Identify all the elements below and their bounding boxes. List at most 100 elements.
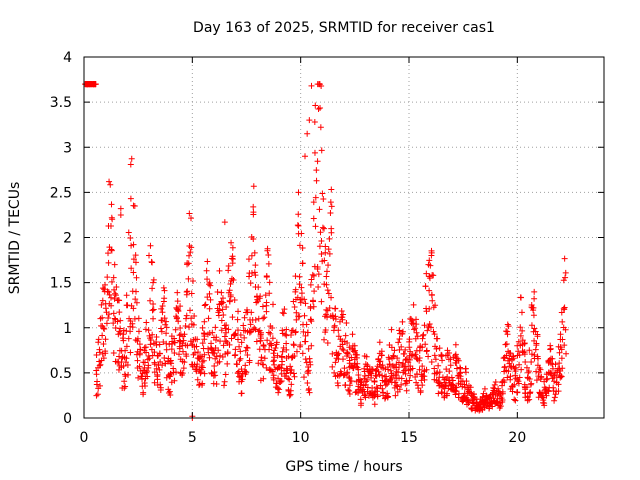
data-point [260, 341, 267, 348]
data-point [111, 295, 118, 302]
data-point [199, 364, 206, 371]
data-point [252, 272, 259, 279]
data-point [427, 262, 434, 269]
data-point [225, 263, 232, 270]
data-point [501, 379, 508, 386]
data-point [426, 273, 433, 280]
data-point [216, 301, 223, 308]
data-point [371, 391, 378, 398]
data-point [539, 394, 546, 401]
data-point [420, 372, 427, 379]
data-point [341, 365, 348, 372]
data-point [112, 316, 119, 323]
data-point [560, 277, 567, 284]
data-point [504, 357, 511, 364]
data-point [105, 289, 112, 296]
data-point [151, 369, 158, 376]
data-point [188, 315, 195, 322]
data-point [562, 274, 569, 281]
data-point [159, 362, 166, 369]
data-point [406, 377, 413, 384]
data-point [537, 366, 544, 373]
data-point [122, 373, 129, 380]
data-point [107, 181, 114, 188]
data-point [414, 333, 421, 340]
data-point [406, 344, 413, 351]
data-point [462, 365, 469, 372]
data-point [125, 371, 132, 378]
data-point [558, 373, 565, 380]
data-point [266, 367, 273, 374]
data-point [389, 362, 396, 369]
data-point [130, 305, 137, 312]
data-point [229, 244, 236, 251]
data-point [127, 235, 134, 242]
data-point [376, 339, 383, 346]
data-point [246, 273, 253, 280]
data-point [435, 362, 442, 369]
data-point [291, 373, 298, 380]
data-point [185, 275, 192, 282]
data-point [438, 389, 445, 396]
data-point [215, 347, 222, 354]
data-point [293, 309, 300, 316]
data-point [523, 364, 530, 371]
data-point [331, 322, 338, 329]
data-point [154, 371, 161, 378]
data-point [288, 366, 295, 373]
data-point [144, 368, 151, 375]
data-point [168, 379, 175, 386]
data-point [346, 357, 353, 364]
data-point [226, 341, 233, 348]
data-point [339, 356, 346, 363]
data-point [292, 329, 299, 336]
data-point [322, 327, 329, 334]
data-point [112, 358, 119, 365]
data-point [305, 367, 312, 374]
data-point [100, 325, 107, 332]
data-point [248, 309, 255, 316]
data-point [372, 367, 379, 374]
data-point [158, 328, 165, 335]
data-point [556, 349, 563, 356]
data-point [422, 341, 429, 348]
data-point [238, 366, 245, 373]
y-tick-label: 3.5 [50, 95, 72, 111]
data-point [264, 337, 271, 344]
data-point [423, 270, 430, 277]
data-point [299, 260, 306, 267]
data-point [533, 342, 540, 349]
data-point [234, 361, 241, 368]
data-point [246, 357, 253, 364]
data-point [432, 343, 439, 350]
data-point [398, 343, 405, 350]
data-point [96, 362, 103, 369]
data-point [280, 310, 287, 317]
data-point [266, 346, 273, 353]
data-point [349, 331, 356, 338]
data-point [102, 281, 109, 288]
data-point [402, 346, 409, 353]
data-point [99, 297, 106, 304]
data-point [362, 394, 369, 401]
data-point [127, 349, 134, 356]
data-point [426, 257, 433, 264]
data-point [112, 325, 119, 331]
data-point [293, 316, 300, 323]
data-point [204, 294, 211, 301]
data-point [499, 388, 506, 395]
data-point [179, 358, 186, 365]
data-point [359, 386, 366, 393]
data-point [103, 320, 110, 327]
data-point [234, 336, 241, 343]
data-point [345, 386, 352, 393]
data-point [522, 359, 529, 366]
data-point [190, 321, 197, 328]
data-point [179, 370, 186, 377]
data-point [322, 243, 329, 250]
data-point [255, 328, 262, 335]
data-point [332, 359, 339, 366]
data-point [145, 327, 152, 334]
data-point [521, 351, 528, 358]
data-point [316, 206, 323, 213]
